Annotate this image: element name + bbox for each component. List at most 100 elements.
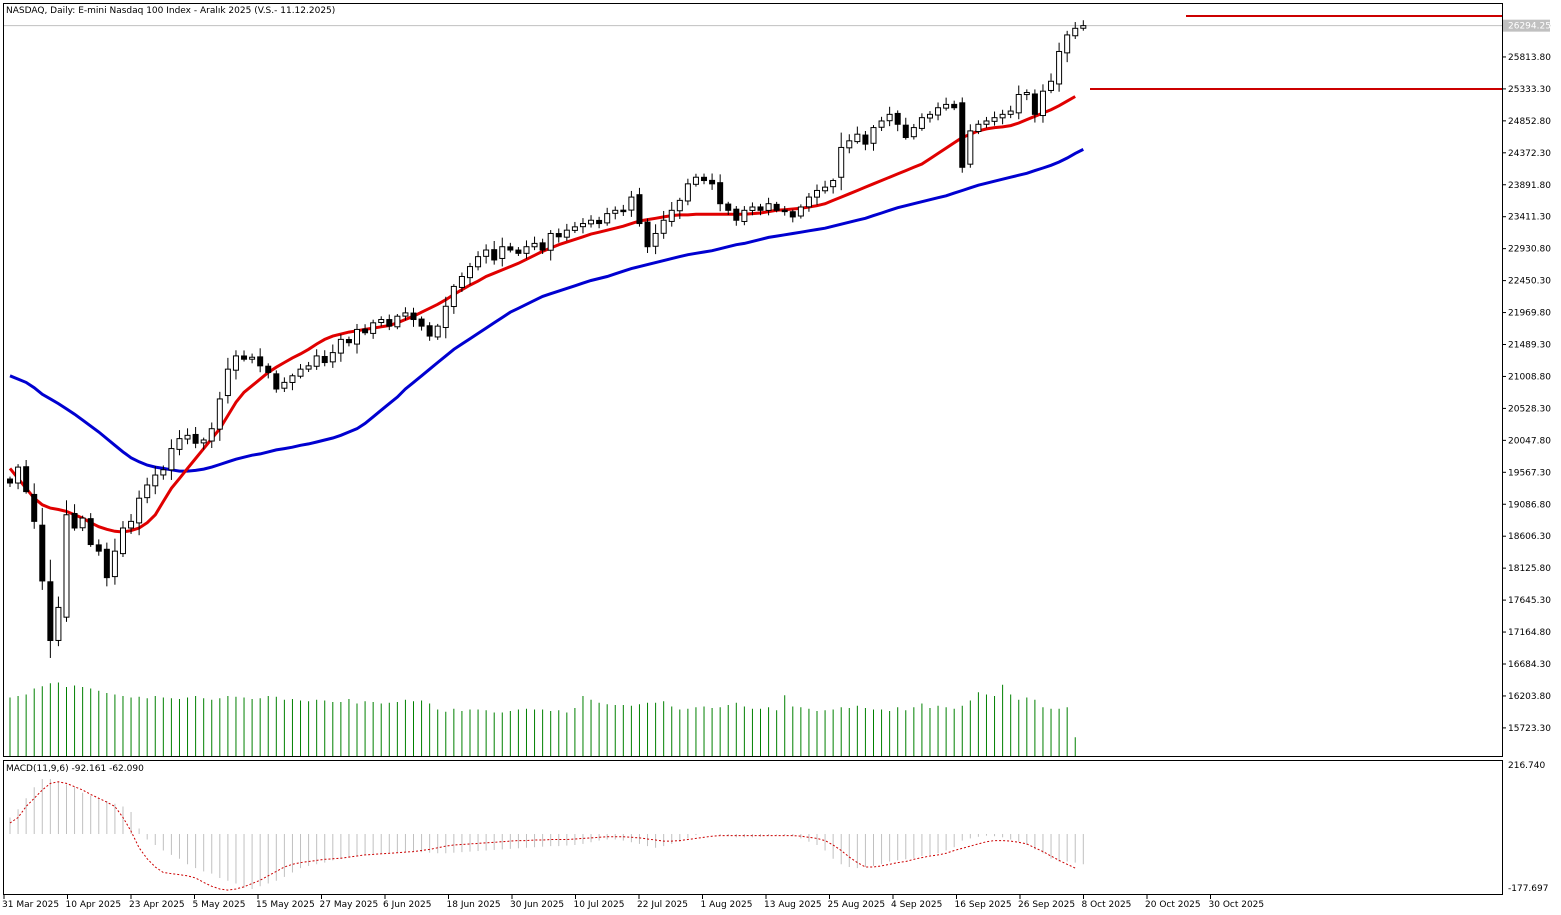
price-tick-label: 17645.30 [1508,596,1551,606]
candle [596,216,603,229]
candle-body [289,375,296,383]
candle [184,428,191,445]
candle-body [354,328,361,345]
candle-body [55,606,62,641]
candle [208,422,215,449]
candle [789,209,796,223]
time-tick-label: 10 Jul 2025 [574,900,625,910]
price-tick-label: 25813.80 [1508,53,1551,63]
candle [765,197,772,216]
candle [192,426,199,449]
candle-body [273,373,280,390]
candle [814,184,820,205]
candle [749,202,756,216]
candle-body [345,338,352,344]
candle-body [491,249,498,261]
candle-body [192,433,199,444]
candle [354,323,361,354]
price-tick-label: 15723.30 [1508,724,1551,734]
candle [628,190,635,217]
candle-body [71,513,78,529]
candle-body [63,514,70,618]
candle [111,538,118,585]
candle-body [894,112,901,125]
candle [337,334,344,362]
candle [402,307,409,321]
candle [983,116,990,128]
candle-body [23,466,30,493]
candle [604,207,611,226]
candle [684,178,691,206]
price-tick-label: 18125.80 [1508,564,1551,574]
candle-body [483,249,490,257]
candle [241,350,248,362]
candle [733,206,740,226]
price-tick-label: 23411.30 [1508,213,1551,223]
price-axis: 26294.25 25813.80 25333.30 24852.80 24372.30… [1502,19,1551,734]
candle-body [563,229,570,238]
candle [555,228,562,243]
candle [531,236,538,251]
candle [410,307,417,327]
candle-body [241,355,248,360]
candle-body [257,356,264,367]
candle [55,596,62,647]
candle [943,97,950,111]
candle [329,344,336,368]
candle [515,247,522,256]
candle [23,460,30,494]
candle-body [281,381,288,389]
candle [886,106,893,127]
candle-body [676,199,683,212]
candle-body [644,221,651,248]
candle [160,465,167,480]
candle [71,504,78,531]
horizontal-levels[interactable] [4,15,1502,90]
candle [991,111,998,126]
candle-body [458,275,465,288]
candle-body [531,242,538,248]
price-tick-label: 24372.30 [1508,149,1551,159]
candle-body [386,319,393,327]
candle-body [620,209,627,213]
time-tick-label: 25 Aug 2025 [828,900,886,910]
candle [967,124,974,168]
candle-body [232,355,239,371]
candle-body [604,213,611,224]
candle [588,215,595,228]
candle [39,507,46,590]
candle-body [1031,93,1038,115]
time-tick-label: 13 Aug 2025 [764,900,822,910]
volume-bars [9,682,1076,756]
macd-tick-label: -177.697 [1508,884,1548,894]
macd-axis: 216.740 -177.697 [1508,761,1548,894]
price-tick-label: 23891.80 [1508,181,1551,191]
candle-body [854,133,861,143]
candle [692,173,699,187]
candle-body [862,134,869,145]
price-tick-label: 19567.30 [1508,468,1551,478]
candle [95,539,102,556]
candle [926,111,933,123]
candle-body [378,319,385,324]
candle [660,210,667,239]
candle-body [902,124,909,139]
candle [822,180,829,194]
price-tick-label: 20047.80 [1508,436,1551,446]
candle-body [725,203,732,211]
candle [805,192,812,212]
candle-body [103,548,110,579]
candle [797,204,804,219]
candle-body [1023,92,1030,96]
price-tick-label: 21008.80 [1508,372,1551,382]
candle [176,430,183,456]
candle [636,187,643,227]
candle [128,514,135,534]
candle-body [975,123,982,132]
candle-body [168,448,175,471]
candle-body [571,226,578,231]
candle-body [47,581,54,642]
candle-body [652,232,659,247]
